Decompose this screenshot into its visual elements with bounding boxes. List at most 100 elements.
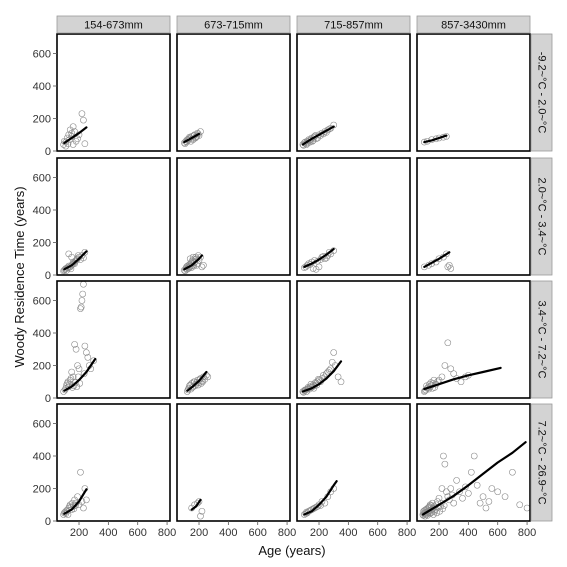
data-point (68, 253, 75, 261)
data-point (72, 345, 80, 353)
x-tick-label: 800 (278, 527, 296, 539)
column-strip (296, 15, 411, 34)
data-point (328, 358, 336, 366)
data-point (439, 505, 446, 513)
trend-line (63, 488, 88, 515)
panel-border (416, 403, 531, 522)
y-tick-label: 200 (33, 361, 51, 373)
panel-border (416, 157, 531, 276)
facet-panel (416, 33, 531, 152)
facet-panel (416, 403, 531, 522)
y-tick-label: 600 (33, 419, 51, 431)
data-point (450, 370, 457, 377)
panel-background (57, 158, 170, 275)
data-point (90, 357, 97, 364)
data-point (81, 342, 89, 350)
data-point (312, 503, 320, 511)
y-tick-label: 200 (33, 114, 51, 126)
facet-panel (416, 157, 531, 276)
data-point (194, 130, 202, 138)
data-point (69, 373, 77, 381)
data-point (516, 501, 524, 509)
data-point (465, 490, 472, 497)
facet-panel (56, 33, 171, 152)
data-point (74, 135, 81, 143)
trend-line (190, 498, 202, 511)
trend-line (423, 251, 451, 268)
data-point (457, 378, 465, 386)
data-point (327, 365, 335, 373)
data-point (476, 499, 484, 507)
row-strip-label: 3.4~°C - 7.2~°C (536, 301, 548, 379)
data-point (204, 373, 212, 381)
data-point (334, 373, 342, 381)
panel-border (416, 280, 531, 399)
x-tick-label: 600 (129, 527, 147, 539)
data-point (67, 375, 75, 382)
y-tick-label: 600 (33, 296, 51, 308)
data-point (440, 452, 447, 460)
panel-background (177, 404, 290, 521)
data-point (197, 380, 205, 387)
data-point (488, 485, 496, 492)
data-point (325, 125, 333, 133)
data-point (78, 110, 86, 117)
y-tick-label: 0 (45, 393, 51, 405)
panel-border (296, 33, 411, 152)
x-tick-label: 800 (158, 527, 176, 539)
data-point (79, 290, 86, 298)
y-tick-label: 400 (33, 328, 51, 340)
data-point (441, 460, 449, 468)
panel-background (177, 34, 290, 151)
data-point (84, 354, 92, 361)
data-point (325, 248, 333, 256)
x-tick-label: 200 (190, 527, 208, 539)
trend-line (301, 360, 343, 393)
x-tick-label: 200 (430, 527, 448, 539)
x-tick-label: 600 (369, 527, 387, 539)
x-tick-label: 400 (339, 527, 357, 539)
panel-background (417, 281, 530, 398)
column-strip-label: 154-673mm (84, 20, 143, 32)
trend-line (423, 134, 448, 144)
data-point (197, 512, 204, 520)
data-point (438, 373, 446, 381)
data-point (69, 141, 77, 148)
panel-background (177, 158, 290, 275)
trend-line (186, 370, 208, 392)
panel-border (56, 403, 171, 522)
axes-layer: 0 200 400 600 0 200 400 600 0 200 400 600 0 200 400 600… (33, 49, 537, 540)
y-tick-label: 200 (33, 484, 51, 496)
x-tick-label: 600 (489, 527, 507, 539)
trend-line (303, 480, 338, 516)
data-point (459, 494, 466, 502)
panel-background (297, 34, 410, 151)
y-tick-label: 600 (33, 173, 51, 185)
data-point (501, 493, 509, 500)
panel-border (56, 33, 171, 152)
panel-border (416, 33, 531, 152)
column-strip (416, 15, 531, 34)
facet-panel (56, 157, 171, 276)
data-point (63, 264, 71, 271)
facet-panel (176, 280, 291, 399)
data-point (479, 493, 487, 500)
row-strip (530, 280, 553, 399)
y-tick-label: 600 (33, 49, 51, 61)
data-point (80, 116, 87, 124)
data-point (60, 388, 67, 395)
trend-line (63, 126, 88, 144)
data-point (438, 485, 446, 492)
data-point (330, 121, 337, 129)
data-point (523, 504, 530, 512)
data-point (184, 386, 192, 394)
x-tick-label: 200 (70, 527, 88, 539)
data-point (77, 468, 84, 476)
data-point (68, 368, 75, 376)
data-point (184, 137, 192, 144)
data-point (421, 263, 428, 271)
data-point (422, 386, 430, 394)
data-point (74, 362, 81, 369)
data-point (71, 341, 78, 348)
